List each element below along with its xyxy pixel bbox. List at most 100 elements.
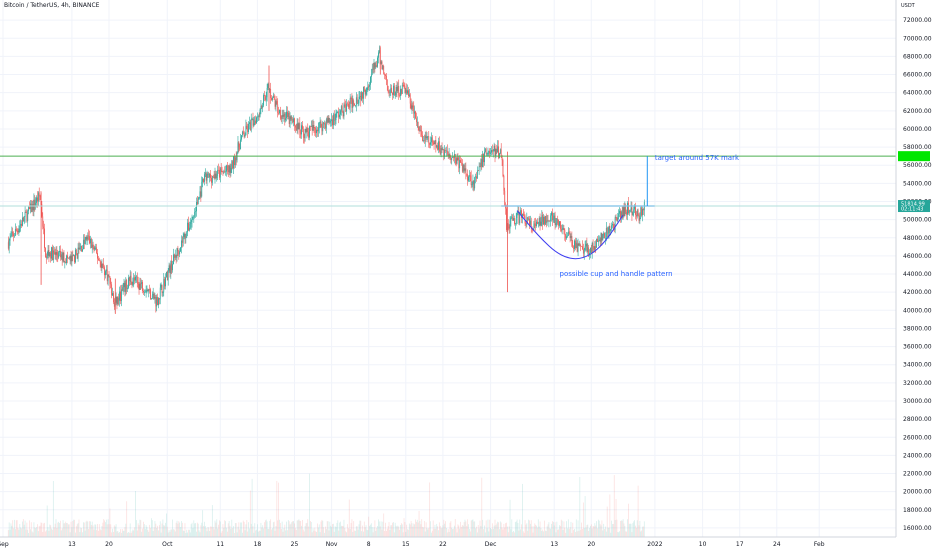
time-axis[interactable]: Sep 13 20 Oct 11 18 25 Nov 8 15 22 Dec 13 20 2022 10 17 2…: [0, 536, 896, 548]
volume-bar: [418, 510, 420, 537]
candle-body: [452, 156, 454, 158]
volume-bar: [75, 526, 77, 537]
candle-body: [459, 160, 461, 169]
volume-bar: [571, 532, 573, 537]
candle-body: [53, 250, 55, 253]
candle-body: [102, 263, 104, 265]
volume-bar: [524, 520, 526, 537]
volume-bar: [573, 530, 575, 537]
volume-bar: [222, 524, 224, 537]
candle-body: [150, 289, 151, 299]
volume-bar: [142, 528, 143, 537]
candle-body: [431, 137, 433, 141]
candle-body: [467, 174, 469, 181]
volume-bar: [375, 530, 377, 537]
volume-bar: [252, 526, 254, 537]
candle-body: [461, 162, 462, 164]
volume-bar: [76, 524, 78, 537]
candle-body: [341, 106, 343, 112]
volume-bar: [126, 501, 128, 537]
volume-bar: [332, 524, 333, 537]
candles: [7, 45, 645, 314]
volume-bar: [70, 521, 72, 537]
volume-bar: [13, 528, 14, 537]
volume-bar: [536, 525, 537, 537]
candle-body: [130, 275, 132, 282]
candle-body: [415, 111, 416, 119]
volume-bar: [354, 530, 355, 537]
volume-bar: [132, 529, 134, 537]
volume-bar: [162, 519, 164, 537]
candle-body: [19, 225, 21, 229]
volume-bar: [596, 521, 597, 537]
volume-bar: [471, 519, 473, 537]
candle-body: [437, 145, 438, 150]
candle-body: [164, 279, 166, 287]
volume-bar: [383, 513, 385, 537]
candle-body: [412, 105, 414, 108]
candle-body: [279, 109, 281, 119]
candle-body: [90, 238, 92, 248]
volume-bar: [411, 523, 413, 537]
candle-body: [355, 97, 357, 106]
candle-body: [479, 166, 481, 168]
candle-body: [87, 235, 89, 240]
candle-body: [361, 92, 363, 101]
candle-body: [52, 250, 54, 261]
candle-body: [534, 223, 536, 225]
candle-body: [271, 97, 272, 100]
candle-body: [429, 143, 431, 145]
candle-body: [278, 113, 279, 114]
volume-bar: [541, 530, 543, 537]
candle-body: [188, 227, 190, 231]
candle-body: [470, 175, 472, 186]
candle-body: [310, 126, 312, 127]
candle-body: [140, 283, 142, 285]
candle-body: [337, 111, 339, 113]
volume-bar: [138, 525, 140, 537]
volume-bar: [304, 526, 306, 537]
candle-body: [316, 129, 317, 134]
volume-bar: [543, 531, 544, 537]
volume-bar: [157, 525, 158, 537]
volume-bar: [98, 530, 99, 537]
volume-bars: [7, 473, 645, 537]
candle-body: [629, 209, 631, 211]
volume-bar: [47, 527, 49, 537]
candle-body: [482, 153, 484, 168]
candle-body: [557, 219, 559, 220]
volume-bar: [195, 523, 196, 537]
volume-bar: [182, 530, 184, 537]
volume-bar: [352, 531, 354, 537]
volume-bar: [202, 510, 204, 537]
candle-body: [567, 235, 568, 237]
candle-body: [127, 287, 128, 289]
volume-bar: [326, 521, 328, 537]
price-axis[interactable]: 16000.00 18000.00 20000.00 22000.00 24000.00…: [895, 0, 932, 537]
volume-bar: [232, 528, 234, 537]
candle-body: [484, 151, 485, 163]
volume-bar: [113, 525, 115, 537]
candle-body: [326, 119, 328, 123]
candle-body: [549, 220, 551, 222]
volume-bar: [168, 530, 170, 537]
candle-body: [364, 89, 366, 95]
volume-bar: [464, 519, 466, 537]
volume-bar: [453, 525, 455, 537]
candle-body: [277, 104, 279, 114]
candle-body: [14, 228, 16, 236]
candle-body: [52, 247, 53, 261]
volume-bar: [247, 531, 249, 537]
candle-body: [329, 121, 331, 123]
candle-body: [15, 228, 17, 231]
candle-body: [88, 235, 90, 237]
candle-body: [619, 210, 620, 214]
volume-bar: [8, 522, 10, 537]
volume-bar: [537, 527, 538, 537]
candle-body: [481, 158, 483, 168]
volume-bar: [328, 530, 330, 537]
volume-bar: [561, 520, 563, 537]
candle-body: [352, 100, 354, 108]
candle-body: [160, 284, 162, 288]
